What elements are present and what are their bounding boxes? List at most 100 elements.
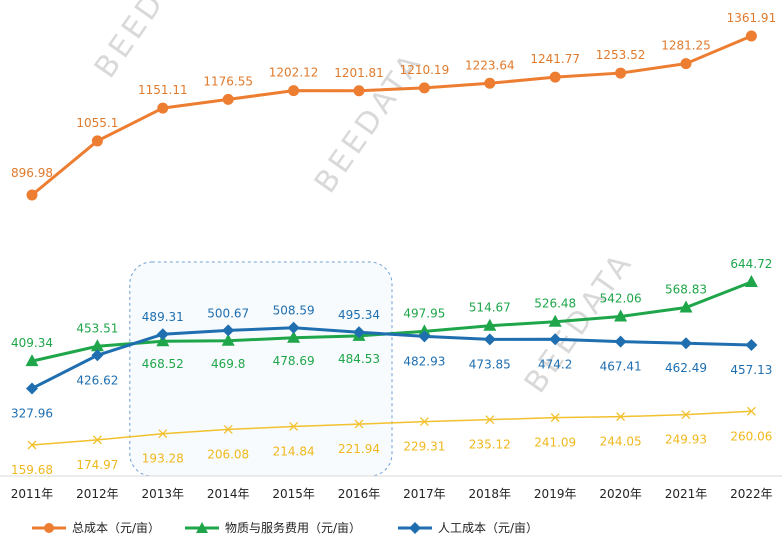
x-tick-label: 2022年 (730, 487, 773, 501)
point-marker (484, 77, 496, 89)
point-marker (26, 189, 38, 201)
data-label: 526.48 (534, 297, 576, 311)
legend: 总成本（元/亩） 物质与服务费用（元/亩） 人工成本（元/亩） (32, 520, 538, 535)
point-marker (288, 85, 300, 97)
point-marker (417, 324, 431, 337)
point-marker (91, 135, 103, 147)
data-label: 1202.12 (269, 66, 319, 80)
point-marker (419, 417, 429, 427)
series-line (31, 410, 752, 446)
point-marker (549, 333, 562, 346)
data-label: 453.51 (76, 321, 118, 335)
data-label: 489.31 (142, 310, 184, 324)
point-marker (157, 102, 169, 114)
legend-item: 人工成本（元/亩） (398, 520, 538, 535)
point-marker (681, 410, 691, 420)
point-marker (26, 382, 38, 395)
series-0 (26, 30, 757, 201)
point-marker (92, 435, 102, 445)
data-label: 474.2 (538, 357, 572, 371)
point-marker (614, 335, 627, 348)
point-marker (548, 314, 562, 327)
data-label: 500.67 (207, 306, 249, 320)
data-label: 484.53 (338, 352, 380, 366)
point-marker (222, 93, 234, 105)
data-label: 1241.77 (530, 52, 580, 66)
series-line (31, 34, 752, 197)
point-marker (353, 85, 365, 97)
point-marker (289, 422, 299, 431)
data-label: 327.96 (11, 406, 53, 420)
point-marker (746, 406, 756, 416)
data-label: 1151.11 (138, 83, 188, 97)
point-marker (680, 58, 692, 70)
x-tick-label: 2012年 (76, 487, 119, 501)
data-label: 497.95 (403, 306, 445, 320)
data-label: 482.93 (403, 354, 445, 368)
x-tick-label: 2017年 (403, 487, 446, 501)
x-tick-label: 2011年 (11, 487, 54, 501)
series-layer (25, 30, 758, 450)
data-label: 514.67 (469, 301, 511, 315)
data-label: 260.06 (730, 429, 772, 443)
data-label: 235.12 (469, 438, 511, 452)
point-marker (353, 326, 365, 339)
data-label: 644.72 (730, 257, 772, 271)
point-marker (615, 67, 627, 79)
point-marker (91, 349, 104, 362)
data-label: 467.41 (600, 360, 642, 374)
x-tick-label: 2018年 (469, 487, 512, 501)
x-tick-label: 2016年 (338, 487, 381, 501)
x-tick-label: 2013年 (142, 487, 185, 501)
point-marker (354, 419, 364, 429)
point-marker (680, 337, 692, 350)
x-tick-label: 2014年 (207, 487, 250, 501)
legend-label: 物质与服务费用（元/亩） (225, 520, 361, 535)
point-marker (221, 333, 235, 346)
data-label: 206.08 (207, 447, 249, 461)
legend-label: 总成本（元/亩） (72, 520, 160, 535)
point-marker (550, 413, 560, 423)
point-marker (418, 330, 431, 343)
data-label: 457.13 (730, 363, 772, 377)
point-marker (485, 415, 495, 425)
watermark-text: BEEDATA (88, 0, 211, 85)
point-marker (679, 300, 693, 313)
point-marker (745, 30, 757, 42)
data-label: 1176.55 (203, 74, 253, 88)
data-label: 159.68 (11, 463, 53, 477)
data-label: 1201.81 (334, 66, 384, 80)
data-label: 469.8 (211, 357, 245, 371)
series-3 (27, 406, 756, 450)
legend-item: 总成本（元/亩） (32, 520, 160, 535)
data-label: 241.09 (534, 436, 576, 450)
data-label: 221.94 (338, 442, 380, 456)
point-marker (483, 333, 496, 346)
point-marker (744, 275, 758, 287)
point-marker (745, 339, 758, 352)
x-tick-label: 2019年 (534, 487, 577, 501)
x-tick-label: 2015年 (272, 487, 315, 501)
data-label: 426.62 (76, 373, 118, 387)
data-label: 244.05 (600, 435, 642, 449)
series-2 (26, 321, 758, 395)
data-label: 462.49 (665, 361, 707, 375)
legend-item: 物质与服务费用（元/亩） (185, 520, 361, 535)
point-marker (27, 440, 37, 450)
data-label: 542.06 (600, 291, 642, 305)
data-label: 508.59 (273, 304, 315, 318)
data-label: 468.52 (142, 357, 184, 371)
x-tick-label: 2020年 (599, 487, 642, 501)
data-label: 1281.25 (661, 39, 711, 53)
data-label: 495.34 (338, 308, 380, 322)
point-marker (222, 324, 235, 337)
data-label: 174.97 (76, 458, 118, 472)
series-line (31, 326, 752, 390)
data-label: 1055.1 (76, 116, 118, 130)
point-marker (549, 71, 561, 83)
point-marker (158, 429, 168, 439)
data-label: 896.98 (11, 166, 53, 180)
x-axis-ticks: 2011年 2012年 2013年 2014年 2015年 2016年 2017年 2018年… (11, 487, 773, 501)
